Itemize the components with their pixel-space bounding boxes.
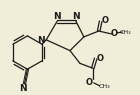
Text: CH₃: CH₃: [120, 30, 131, 34]
Text: N: N: [19, 84, 26, 93]
Text: O: O: [101, 16, 108, 25]
Text: N: N: [38, 36, 45, 45]
Text: N: N: [53, 12, 61, 21]
Text: O: O: [96, 54, 103, 63]
Text: O: O: [111, 29, 118, 38]
Text: N: N: [72, 12, 80, 21]
Text: CH₃: CH₃: [99, 84, 110, 89]
Text: O: O: [85, 78, 92, 87]
